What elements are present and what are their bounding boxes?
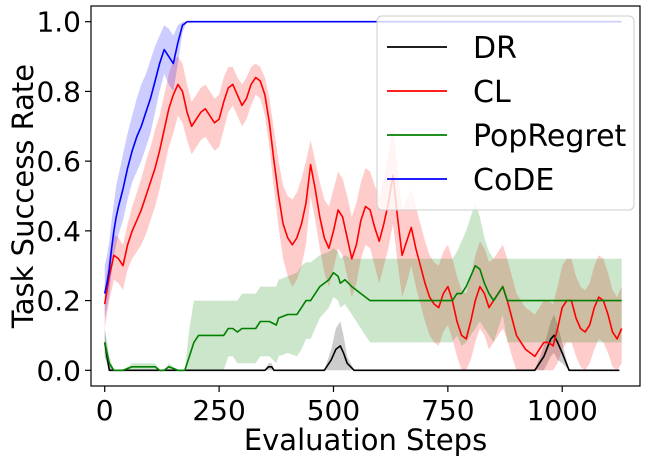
y-tick-label: 0.8 bbox=[36, 75, 81, 108]
dr-line bbox=[103, 334, 620, 372]
x-tick-label: 1000 bbox=[527, 394, 598, 427]
code-band bbox=[104, 21, 622, 318]
x-tick-label: 0 bbox=[96, 394, 114, 427]
legend-label-code: CoDE bbox=[473, 163, 554, 198]
x-axis-label: Evaluation Steps bbox=[244, 423, 487, 457]
x-tick-label: 750 bbox=[421, 394, 474, 427]
legend-label-cl: CL bbox=[473, 75, 511, 110]
code-line bbox=[103, 20, 622, 294]
y-tick-label: 0.6 bbox=[36, 145, 81, 178]
x-tick-label: 250 bbox=[192, 394, 245, 427]
legend: DR CL PopRegret CoDE bbox=[376, 15, 635, 211]
y-axis-ticks: 0.0 0.2 0.4 0.6 0.8 1.0 bbox=[36, 6, 91, 387]
x-tick-label: 500 bbox=[307, 394, 360, 427]
y-axis-label: Task Success Rate bbox=[6, 64, 40, 329]
cl-line bbox=[103, 76, 623, 358]
legend-box bbox=[376, 15, 635, 211]
y-tick-label: 0.4 bbox=[36, 215, 81, 248]
plot-frame bbox=[90, 5, 641, 387]
legend-label-popregret: PopRegret bbox=[473, 119, 627, 154]
x-axis-ticks: 0 250 500 750 1000 bbox=[96, 386, 598, 427]
popregret-line bbox=[103, 264, 622, 372]
y-tick-label: 1.0 bbox=[36, 6, 81, 39]
series-lines bbox=[103, 20, 623, 372]
y-tick-label: 0.2 bbox=[36, 285, 81, 318]
y-tick-label: 0.0 bbox=[36, 354, 81, 387]
legend-label-dr: DR bbox=[473, 31, 517, 66]
